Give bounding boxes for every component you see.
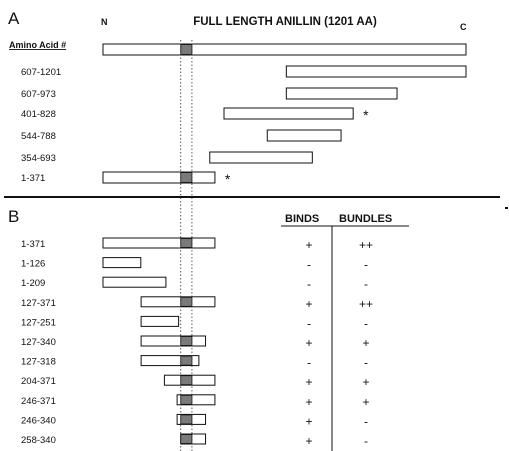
binding-domain-box: [180, 172, 193, 183]
construct-bar: [285, 87, 398, 100]
bundles-value: +: [362, 375, 369, 389]
construct-label: 607-1201: [21, 67, 61, 78]
construct-bar: [102, 43, 467, 56]
binds-value: -: [307, 356, 311, 370]
binds-header: BINDS: [285, 213, 319, 225]
construct-label: 246-340: [21, 415, 56, 426]
construct-bar: [209, 151, 313, 164]
binding-domain-box: [180, 296, 193, 307]
binds-value: -: [307, 258, 311, 272]
construct-label: 204-371: [21, 376, 56, 387]
construct-label: 401-828: [21, 109, 56, 120]
binds-value: +: [305, 414, 312, 428]
construct-label: 1-371: [21, 173, 45, 184]
binds-value: +: [305, 238, 312, 252]
binding-domain-box: [180, 238, 193, 248]
panel-b-letter: B: [8, 207, 19, 226]
bundles-value: -: [364, 316, 368, 330]
binds-value: -: [307, 316, 311, 330]
construct-label: 127-251: [21, 317, 56, 328]
panel-a-letter: A: [8, 9, 20, 28]
bundles-value: -: [364, 258, 368, 272]
binding-domain-box: [180, 336, 193, 346]
bundles-value: -: [364, 356, 368, 370]
c-terminus-label: C: [460, 22, 467, 32]
construct-bar: [140, 335, 207, 347]
construct-label: 258-340: [21, 435, 56, 446]
construct-bar: [266, 129, 342, 142]
panel-b-constructs: 1-371 + ++1-126- -1-209- -127-371 + ++127-251-…: [21, 237, 373, 448]
binds-value: +: [305, 434, 312, 448]
edge-mark: [505, 207, 508, 209]
construct-bar: [140, 355, 200, 367]
binding-domain-box: [180, 414, 193, 425]
construct-label: 127-371: [21, 298, 56, 309]
construct-bar: [223, 107, 354, 120]
construct-label: 544-788: [21, 131, 56, 142]
construct-label: 127-340: [21, 337, 56, 348]
construct-label: 607-973: [21, 89, 56, 100]
binds-value: -: [307, 277, 311, 291]
construct-label: 246-371: [21, 396, 56, 407]
binds-value: +: [305, 297, 312, 311]
panel-a-constructs: 607-1201 607-973 401-828 * 544-788 354-693 1-3…: [21, 43, 467, 187]
bundles-value: ++: [359, 297, 373, 311]
construct-bar: [176, 394, 216, 406]
bundles-header: BUNDLES: [339, 213, 392, 225]
binding-domain-box: [180, 434, 193, 444]
bundles-value: -: [364, 434, 368, 448]
binds-value: +: [305, 395, 312, 409]
construct-label: 127-318: [21, 357, 56, 368]
construct-bar: [285, 65, 467, 78]
n-terminus-label: N: [101, 17, 108, 27]
construct-bar: [102, 276, 167, 288]
asterisk-mark: *: [363, 107, 369, 123]
bundles-value: ++: [359, 238, 373, 252]
binding-domain-box: [180, 375, 193, 386]
construct-bar: [140, 315, 180, 327]
construct-label: 354-693: [21, 153, 56, 164]
construct-bar: [140, 296, 216, 308]
binding-domain-box: [180, 44, 193, 55]
binds-value: +: [305, 375, 312, 389]
binds-value: +: [305, 336, 312, 350]
construct-label: 1-371: [21, 239, 45, 250]
binding-domain-box: [180, 355, 193, 366]
construct-bar: [102, 237, 216, 249]
bundles-value: -: [364, 414, 368, 428]
amino-acid-header: Amino Acid #: [9, 40, 66, 50]
construct-label: 1-209: [21, 278, 45, 289]
asterisk-mark: *: [225, 171, 231, 187]
bundles-value: -: [364, 277, 368, 291]
bundles-value: +: [362, 395, 369, 409]
construct-bar: [102, 257, 142, 269]
binding-domain-box: [180, 394, 193, 405]
construct-bar: [102, 171, 216, 184]
bundles-value: +: [362, 336, 369, 350]
construct-label: 1-126: [21, 259, 45, 270]
panel-a-title: FULL LENGTH ANILLIN (1201 AA): [193, 16, 377, 28]
